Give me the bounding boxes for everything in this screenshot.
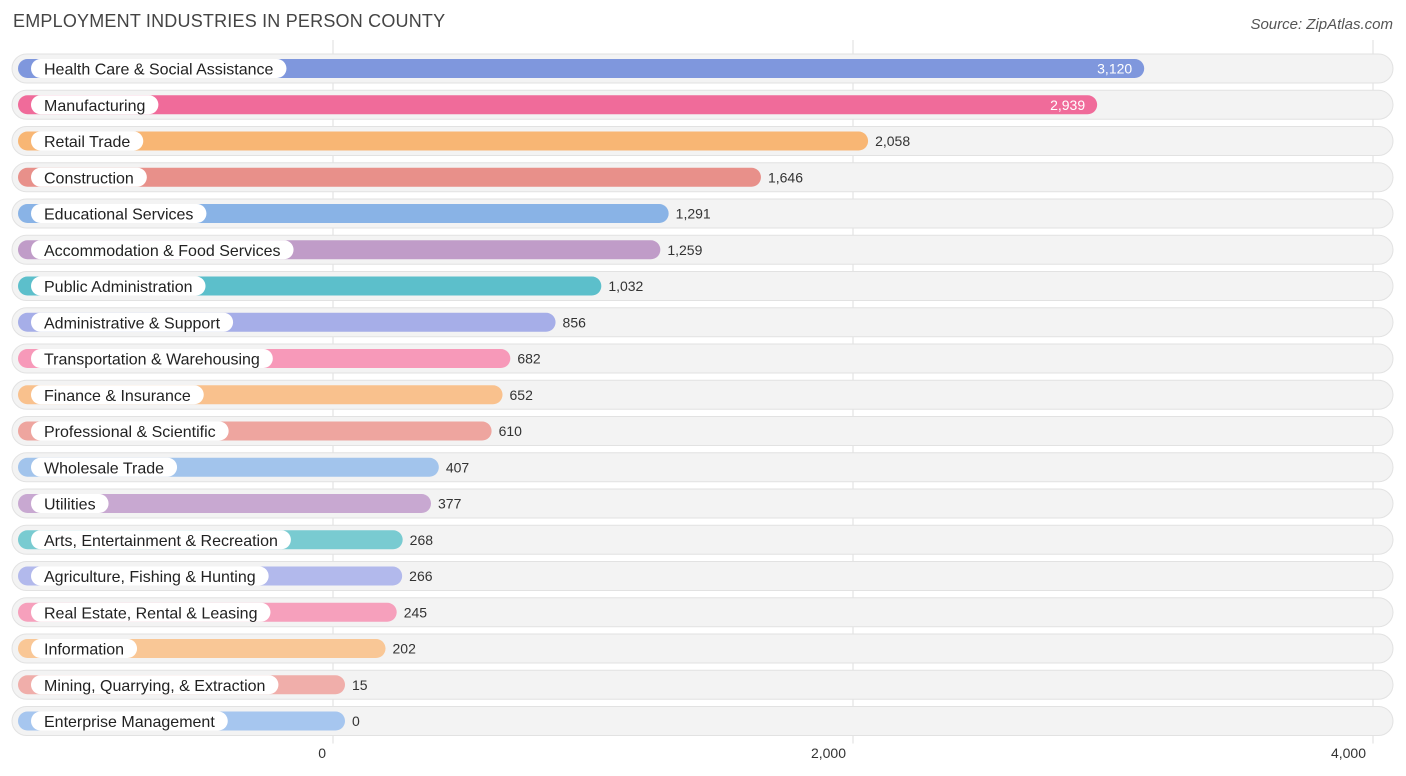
label-pill [31,494,109,513]
bar-row: Professional & Scientific 610 [11,416,1394,446]
label-pill [31,312,234,332]
bar-row: Wholesale Trade 407 [11,452,1394,483]
value-label: 1,259 [667,242,702,258]
category-label: Finance & Insurance [44,388,191,405]
category-label: Retail Trade [44,134,130,151]
bar-row: Arts, Entertainment & Recreation 268 [11,524,1394,555]
bar [18,494,432,513]
label-pill [31,167,147,187]
category-label: Accommodation & Food Services [44,243,281,260]
category-label: Mining, Quarrying, & Extraction [44,678,265,695]
category-label: Utilities [44,497,96,514]
value-label: 377 [438,496,462,512]
category-label: Manufacturing [44,98,145,115]
label-pill [31,131,144,151]
value-label: 1,032 [608,278,643,294]
label-pill [31,95,159,115]
value-label: 15 [352,677,368,693]
label-pill [31,530,291,550]
bar-row: Real Estate, Rental & Leasing 245 [11,597,1394,628]
value-label: 2,058 [875,133,910,149]
category-label: Educational Services [44,207,193,224]
label-pill [31,639,138,658]
bar-row: Manufacturing 2,939 [11,89,1394,120]
category-label: Information [44,642,124,659]
bar-row: Educational Services 1,291 [11,198,1394,229]
value-label: 1,646 [768,169,803,185]
bar-row: Construction 1,646 [11,162,1394,193]
bar-row: Health Care & Social Assistance 3,120 [11,53,1394,84]
bar-row: Mining, Quarrying, & Extraction 15 [11,669,1394,700]
bar-row: Public Administration 1,032 [11,271,1394,301]
label-pill [31,276,206,296]
bar-row: Transportation & Warehousing 682 [11,343,1394,374]
bar-row: Administrative & Support 856 [11,307,1394,338]
x-tick-label: 4,000 [1331,745,1366,761]
chart-title: EMPLOYMENT INDUSTRIES IN PERSON COUNTY [13,11,446,31]
label-pill [31,240,294,260]
value-label: 682 [517,351,541,367]
category-label: Real Estate, Rental & Leasing [44,605,257,622]
category-label: Wholesale Trade [44,460,164,477]
bar [18,95,1098,115]
bar-row: Accommodation & Food Services 1,259 [11,234,1394,265]
bar [18,59,1145,78]
label-pill [31,349,273,368]
value-label: 407 [446,459,470,475]
value-label: 245 [404,604,428,620]
bar-track [11,706,1394,736]
bar-row: Utilities 377 [11,488,1394,519]
source-note: Source: ZipAtlas.com [1250,16,1393,33]
value-label: 1,291 [676,206,711,222]
bar-row: Agriculture, Fishing & Hunting 266 [11,561,1394,591]
label-pill [31,59,287,78]
value-label: 3,120 [1097,61,1132,77]
value-label: 202 [393,641,417,657]
label-pill [31,421,229,441]
bar [18,167,761,187]
x-tick-label: 0 [318,745,326,761]
label-pill [31,675,279,695]
label-pill [31,566,269,586]
x-tick-label: 2,000 [811,745,846,761]
value-label: 652 [510,387,534,403]
category-label: Arts, Entertainment & Recreation [44,533,278,550]
value-label: 610 [499,423,523,439]
bar [18,131,869,151]
category-label: Professional & Scientific [44,424,216,441]
category-label: Public Administration [44,279,193,296]
category-label: Enterprise Management [44,714,215,731]
value-label: 268 [410,532,434,548]
category-label: Transportation & Warehousing [44,352,260,369]
label-pill [31,457,178,477]
bar-row: Enterprise Management 0 [11,706,1394,736]
label-pill [31,385,204,405]
label-pill [31,602,271,622]
category-label: Construction [44,170,134,187]
label-pill [31,711,228,731]
bar-row: Information 202 [11,633,1394,664]
bar-track [11,669,1394,700]
category-label: Health Care & Social Assistance [44,62,274,79]
value-label: 856 [563,314,587,330]
value-label: 2,939 [1050,97,1085,113]
category-label: Agriculture, Fishing & Hunting [44,569,256,586]
category-label: Administrative & Support [44,315,221,332]
bar-row: Finance & Insurance 652 [11,379,1394,410]
value-label: 266 [409,568,433,584]
label-pill [31,204,207,223]
value-label: 0 [352,713,360,729]
bar-row: Retail Trade 2,058 [11,126,1394,156]
